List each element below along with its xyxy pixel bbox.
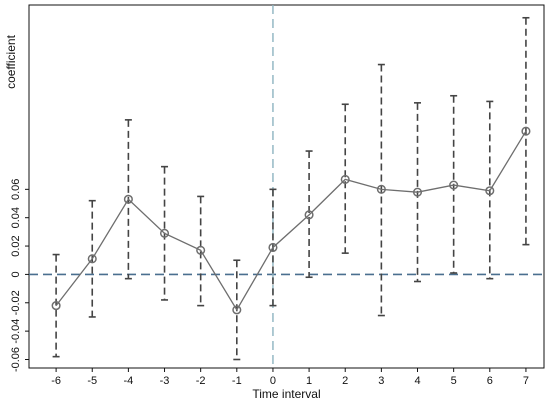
data-point xyxy=(412,187,423,197)
x-tick-label: 6 xyxy=(487,375,493,387)
x-axis-ticks: -6 -5 -4 -3 -2 -1 0 1 2 3 4 5 6 7 xyxy=(51,368,529,387)
plot-frame xyxy=(28,4,545,369)
x-tick-label: 2 xyxy=(342,375,348,387)
x-tick-label: 1 xyxy=(306,375,312,387)
data-point xyxy=(449,180,459,190)
ci-bar xyxy=(377,63,385,317)
y-tick-label: 0.02 xyxy=(10,235,22,256)
y-tick-label: 0.06 xyxy=(10,179,22,200)
y-axis-ticks: -0.06 -0.04 -0.02 0 0.02 0.04 0.06 xyxy=(10,179,29,372)
ci-bar xyxy=(450,94,458,274)
y-tick-label: -0.06 xyxy=(10,347,22,372)
ci-bar xyxy=(341,103,349,254)
x-tick-label: -2 xyxy=(196,375,206,387)
x-tick-label: -3 xyxy=(160,375,170,387)
data-point xyxy=(376,184,386,194)
y-tick-label: 0 xyxy=(10,271,22,277)
x-axis-title: Time interval xyxy=(252,387,320,401)
ci-bar xyxy=(197,195,205,307)
data-point xyxy=(232,305,242,315)
x-tick-label: -5 xyxy=(87,375,97,387)
y-tick-label: -0.04 xyxy=(10,319,22,344)
y-tick-label: -0.02 xyxy=(10,290,22,315)
data-points xyxy=(51,126,531,315)
x-tick-label: 4 xyxy=(414,375,420,387)
data-point xyxy=(340,174,350,184)
x-tick-label: -6 xyxy=(51,375,61,387)
y-tick-label: 0.04 xyxy=(10,207,22,228)
data-point xyxy=(159,228,170,238)
x-tick-label: 3 xyxy=(378,375,384,387)
ci-bar xyxy=(52,253,60,358)
x-tick-label: -4 xyxy=(123,375,133,387)
x-tick-label: 7 xyxy=(523,375,529,387)
x-tick-label: 5 xyxy=(451,375,457,387)
confidence-intervals xyxy=(52,16,530,361)
data-point xyxy=(268,242,278,253)
data-point xyxy=(485,186,495,196)
data-point xyxy=(51,301,61,311)
x-tick-label: 0 xyxy=(270,375,276,387)
y-axis-title: coefficient xyxy=(4,34,18,88)
data-point xyxy=(304,210,314,220)
x-tick-label: -1 xyxy=(232,375,242,387)
data-point xyxy=(521,126,531,136)
data-point xyxy=(87,254,97,264)
data-point xyxy=(196,245,206,255)
series-line xyxy=(55,130,527,312)
data-point xyxy=(123,194,133,204)
ci-bar xyxy=(305,150,313,279)
